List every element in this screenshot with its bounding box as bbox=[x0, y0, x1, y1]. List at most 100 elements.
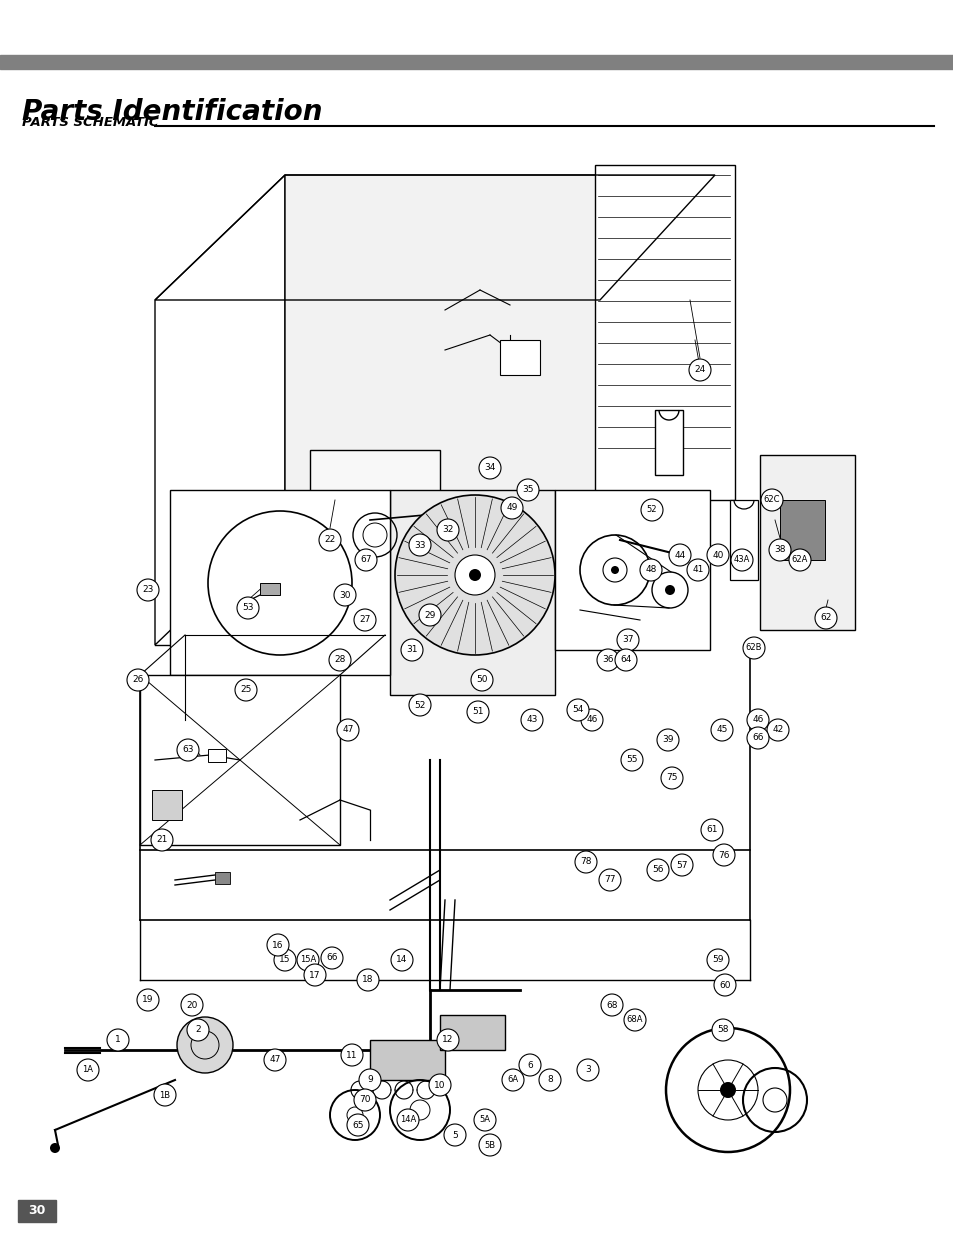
Text: 49: 49 bbox=[506, 504, 517, 513]
Circle shape bbox=[137, 989, 159, 1011]
Circle shape bbox=[700, 819, 722, 841]
Text: 25: 25 bbox=[240, 685, 252, 694]
Text: 50: 50 bbox=[476, 676, 487, 684]
Circle shape bbox=[600, 994, 622, 1016]
Circle shape bbox=[127, 669, 149, 692]
Text: 36: 36 bbox=[601, 656, 613, 664]
Bar bbox=[260, 583, 280, 595]
Text: 70: 70 bbox=[359, 1095, 371, 1104]
Bar bbox=[140, 676, 339, 845]
Polygon shape bbox=[285, 175, 714, 520]
Text: 77: 77 bbox=[603, 876, 615, 884]
Text: 44: 44 bbox=[674, 551, 685, 559]
Circle shape bbox=[746, 727, 768, 748]
Circle shape bbox=[668, 543, 690, 566]
Bar bbox=[370, 1040, 444, 1079]
Bar bbox=[439, 1015, 504, 1050]
Text: 65: 65 bbox=[352, 1120, 363, 1130]
Circle shape bbox=[788, 550, 810, 571]
Text: 66: 66 bbox=[326, 953, 337, 962]
Circle shape bbox=[712, 844, 734, 866]
Bar bbox=[729, 500, 758, 580]
Circle shape bbox=[153, 1084, 175, 1107]
Text: 11: 11 bbox=[346, 1051, 357, 1060]
Text: 61: 61 bbox=[705, 825, 717, 835]
Circle shape bbox=[396, 1109, 418, 1131]
Text: 39: 39 bbox=[661, 736, 673, 745]
Text: 30: 30 bbox=[339, 590, 351, 599]
Circle shape bbox=[657, 729, 679, 751]
Text: 9: 9 bbox=[367, 1076, 373, 1084]
Text: 14A: 14A bbox=[399, 1115, 416, 1125]
Text: 38: 38 bbox=[774, 546, 785, 555]
Circle shape bbox=[646, 860, 668, 881]
Text: 30: 30 bbox=[29, 1204, 46, 1218]
Circle shape bbox=[501, 1070, 523, 1091]
Text: 48: 48 bbox=[644, 566, 656, 574]
Circle shape bbox=[474, 1109, 496, 1131]
Circle shape bbox=[329, 650, 351, 671]
Circle shape bbox=[713, 974, 735, 995]
Circle shape bbox=[615, 650, 637, 671]
Text: 43: 43 bbox=[526, 715, 537, 725]
Bar bbox=[499, 340, 539, 375]
Text: 62C: 62C bbox=[763, 495, 780, 505]
Text: 1: 1 bbox=[115, 1035, 121, 1045]
Text: 64: 64 bbox=[619, 656, 631, 664]
Bar bbox=[760, 454, 854, 630]
Text: 47: 47 bbox=[342, 725, 354, 735]
Circle shape bbox=[320, 947, 343, 969]
Circle shape bbox=[296, 948, 318, 971]
Circle shape bbox=[50, 1144, 60, 1153]
Circle shape bbox=[409, 694, 431, 716]
Text: 1A: 1A bbox=[82, 1066, 93, 1074]
Circle shape bbox=[768, 538, 790, 561]
Circle shape bbox=[640, 499, 662, 521]
Circle shape bbox=[760, 489, 782, 511]
Circle shape bbox=[418, 604, 440, 626]
Circle shape bbox=[500, 496, 522, 519]
Text: 62B: 62B bbox=[745, 643, 761, 652]
Text: 52: 52 bbox=[414, 700, 425, 709]
Circle shape bbox=[520, 709, 542, 731]
Circle shape bbox=[354, 609, 375, 631]
Text: 24: 24 bbox=[694, 366, 705, 374]
Text: 5A: 5A bbox=[479, 1115, 490, 1125]
Circle shape bbox=[436, 1029, 458, 1051]
Text: 46: 46 bbox=[752, 715, 763, 725]
Text: 32: 32 bbox=[442, 526, 454, 535]
Circle shape bbox=[478, 457, 500, 479]
Text: 6A: 6A bbox=[507, 1076, 518, 1084]
Bar bbox=[310, 450, 439, 630]
Circle shape bbox=[620, 748, 642, 771]
Circle shape bbox=[686, 559, 708, 580]
Circle shape bbox=[623, 1009, 645, 1031]
Text: 31: 31 bbox=[406, 646, 417, 655]
Circle shape bbox=[318, 529, 340, 551]
Circle shape bbox=[639, 559, 661, 580]
Circle shape bbox=[730, 550, 752, 571]
Text: 57: 57 bbox=[676, 861, 687, 869]
Circle shape bbox=[517, 479, 538, 501]
Circle shape bbox=[746, 709, 768, 731]
Circle shape bbox=[566, 699, 588, 721]
Polygon shape bbox=[595, 165, 734, 500]
Text: 6: 6 bbox=[527, 1061, 533, 1070]
Text: 67: 67 bbox=[360, 556, 372, 564]
Text: 47: 47 bbox=[269, 1056, 280, 1065]
Circle shape bbox=[355, 550, 376, 571]
Circle shape bbox=[391, 948, 413, 971]
Text: 8: 8 bbox=[547, 1076, 553, 1084]
Text: 12: 12 bbox=[442, 1035, 454, 1045]
Circle shape bbox=[467, 701, 489, 722]
Text: 78: 78 bbox=[579, 857, 591, 867]
Circle shape bbox=[137, 579, 159, 601]
Text: 68A: 68A bbox=[626, 1015, 642, 1025]
Circle shape bbox=[234, 679, 256, 701]
Circle shape bbox=[455, 555, 495, 595]
Circle shape bbox=[538, 1070, 560, 1091]
Text: 34: 34 bbox=[484, 463, 496, 473]
Text: 27: 27 bbox=[359, 615, 371, 625]
Text: 42: 42 bbox=[772, 725, 782, 735]
Text: Parts Identification: Parts Identification bbox=[22, 98, 322, 126]
